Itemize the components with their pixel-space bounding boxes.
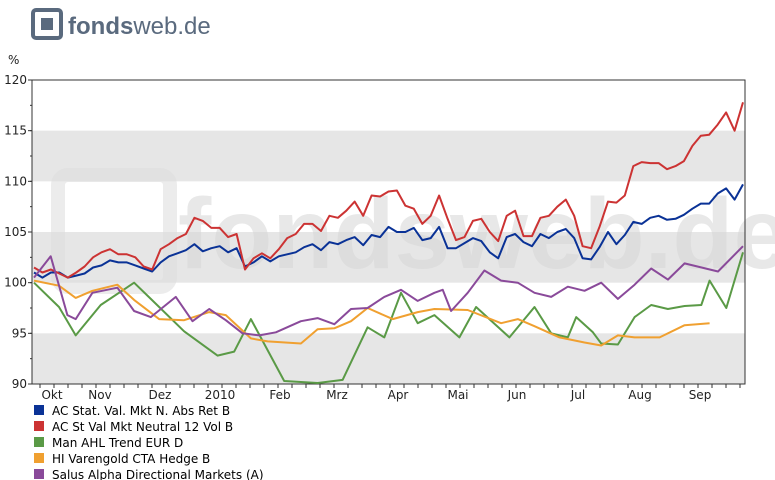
y-tick-label: 120 [4,73,27,87]
x-tick-label: Nov [88,388,111,402]
x-tick-label: Sep [689,388,712,402]
y-tick-label: 100 [4,276,27,290]
legend-swatch [34,421,44,431]
series-lines [33,102,744,384]
legend: AC Stat. Val. Mkt N. Abs Ret B AC St Val … [34,404,264,480]
legend-swatch [34,453,44,463]
y-tick-label: 95 [12,326,27,340]
series-line-2 [33,102,744,279]
y-tick-label: 115 [4,124,27,138]
series-line-3 [33,252,744,384]
y-axis-label: % [8,53,19,67]
svg-text:fondsweb.de: fondsweb.de [68,13,211,40]
x-axis: Okt Nov Dez 2010 Feb Mrz Apr Mai Jun Jul Aug Sep [39,384,741,402]
legend-label: HI Varengold CTA Hedge B [52,452,210,466]
series-line-1 [33,183,744,279]
legend-label: AC Stat. Val. Mkt N. Abs Ret B [52,404,230,418]
legend-label: Salus Alpha Directional Markets (A) [52,468,264,480]
x-tick-label: Mai [447,388,468,402]
x-tick-label: Jul [570,388,585,402]
series-line-4 [33,279,710,347]
brand-name-rest: web.de [132,13,210,40]
legend-swatch [34,437,44,447]
y-axis: % 90 95 100 105 110 115 120 [4,53,32,391]
legend-swatch [34,469,44,479]
y-tick-label: 110 [4,174,27,188]
legend-swatch [34,405,44,415]
brand-name-bold: fonds [68,13,133,40]
y-tick-label: 90 [12,377,27,391]
plot-band [32,333,745,384]
plot-bands [32,130,745,384]
x-tick-label: Feb [269,388,290,402]
x-tick-label: Mrz [326,388,348,402]
y-tick-label: 105 [4,225,27,239]
legend-label: Man AHL Trend EUR D [52,436,183,450]
plot-band [32,232,745,283]
watermark-logo-icon [51,168,177,294]
x-tick-label: 2010 [205,388,236,402]
x-tick-label: Apr [388,388,409,402]
legend-label: AC St Val Mkt Neutral 12 Vol B [52,420,233,434]
x-tick-label: Aug [628,388,651,402]
series-line-5 [33,245,744,337]
fondsweb-square-logo-icon [31,8,63,40]
watermark-text: fondsweb.de [178,178,775,290]
fondsweb-square-logo-inner [41,18,53,30]
brand-logo[interactable]: fondsweb.de [31,8,211,40]
x-tick-label: Okt [41,388,62,402]
x-tick-label: Dez [149,388,172,402]
x-tick-label: Jun [507,388,527,402]
